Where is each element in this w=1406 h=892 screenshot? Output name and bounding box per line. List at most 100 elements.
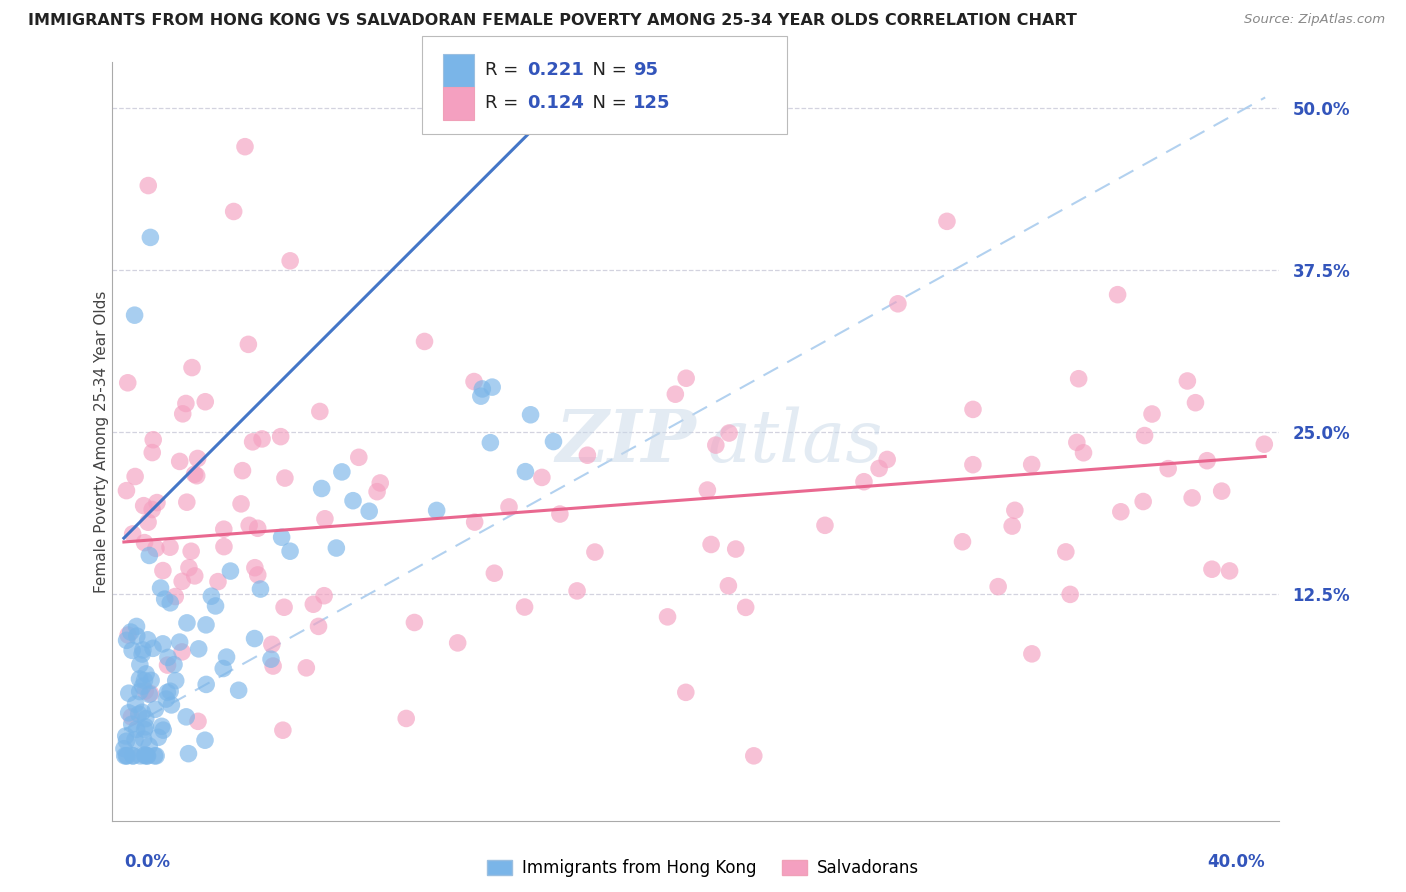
Point xyxy=(1177,374,1199,388)
Point xyxy=(152,637,174,651)
Point xyxy=(176,495,198,509)
Point xyxy=(295,661,318,675)
Point xyxy=(325,541,347,555)
Point xyxy=(1197,453,1219,467)
Text: 125: 125 xyxy=(633,95,671,112)
Text: R =: R = xyxy=(485,62,524,79)
Point xyxy=(1184,395,1206,409)
Point xyxy=(952,534,974,549)
Point xyxy=(145,541,167,556)
Point xyxy=(470,389,492,403)
Point xyxy=(330,465,353,479)
Text: ZIP: ZIP xyxy=(555,406,696,477)
Point xyxy=(278,253,301,268)
Point xyxy=(132,499,155,513)
Point xyxy=(464,515,486,529)
Point xyxy=(139,687,162,701)
Point xyxy=(169,454,191,468)
Point xyxy=(118,686,141,700)
Point xyxy=(128,657,150,672)
Point xyxy=(194,733,217,747)
Point xyxy=(246,568,269,582)
Point xyxy=(172,407,194,421)
Point xyxy=(404,615,426,630)
Point xyxy=(134,684,156,698)
Point xyxy=(115,748,138,763)
Point xyxy=(249,582,271,596)
Point xyxy=(159,684,181,698)
Point xyxy=(887,297,910,311)
Point xyxy=(132,732,155,747)
Point xyxy=(233,139,256,153)
Text: 0.221: 0.221 xyxy=(527,62,583,79)
Point xyxy=(115,734,138,748)
Text: 95: 95 xyxy=(633,62,658,79)
Point xyxy=(115,748,138,763)
Point xyxy=(576,448,599,462)
Point xyxy=(177,560,200,574)
Point xyxy=(143,748,166,763)
Point xyxy=(163,657,186,672)
Point xyxy=(124,469,146,483)
Point xyxy=(1107,287,1129,301)
Point xyxy=(117,376,139,390)
Point xyxy=(134,673,156,688)
Point xyxy=(117,628,139,642)
Text: R =: R = xyxy=(485,95,524,112)
Point xyxy=(187,641,209,656)
Point xyxy=(132,643,155,657)
Point xyxy=(814,518,837,533)
Point xyxy=(187,451,209,466)
Point xyxy=(152,564,174,578)
Point xyxy=(176,615,198,630)
Point xyxy=(215,650,238,665)
Point xyxy=(342,493,364,508)
Point xyxy=(664,387,686,401)
Text: N =: N = xyxy=(581,95,633,112)
Point xyxy=(238,337,260,351)
Point xyxy=(1140,407,1163,421)
Point xyxy=(138,687,160,701)
Point xyxy=(142,641,165,656)
Point xyxy=(262,659,284,673)
Point xyxy=(155,692,177,706)
Point xyxy=(200,589,222,603)
Point xyxy=(170,645,193,659)
Point xyxy=(302,597,325,611)
Point xyxy=(212,540,235,554)
Point xyxy=(314,589,336,603)
Point xyxy=(1219,564,1241,578)
Point xyxy=(222,204,245,219)
Point xyxy=(962,402,984,417)
Point xyxy=(734,600,756,615)
Point xyxy=(273,600,295,615)
Point xyxy=(868,461,890,475)
Point xyxy=(180,544,202,558)
Point xyxy=(121,527,143,541)
Point xyxy=(1004,503,1026,517)
Point xyxy=(515,465,537,479)
Point xyxy=(153,592,176,607)
Point xyxy=(270,530,292,544)
Point xyxy=(987,580,1010,594)
Point xyxy=(150,719,173,733)
Point xyxy=(195,618,218,632)
Point xyxy=(141,445,163,459)
Point xyxy=(169,635,191,649)
Point xyxy=(1066,435,1088,450)
Point xyxy=(207,574,229,589)
Point xyxy=(152,723,174,738)
Point xyxy=(159,596,181,610)
Point xyxy=(471,382,494,396)
Point xyxy=(124,697,146,711)
Point xyxy=(1133,428,1156,442)
Point xyxy=(149,581,172,595)
Point xyxy=(724,542,747,557)
Point xyxy=(165,673,187,688)
Point xyxy=(530,470,553,484)
Point xyxy=(231,464,253,478)
Point xyxy=(1253,437,1275,451)
Point xyxy=(183,569,205,583)
Text: 40.0%: 40.0% xyxy=(1208,853,1265,871)
Point xyxy=(1073,446,1095,460)
